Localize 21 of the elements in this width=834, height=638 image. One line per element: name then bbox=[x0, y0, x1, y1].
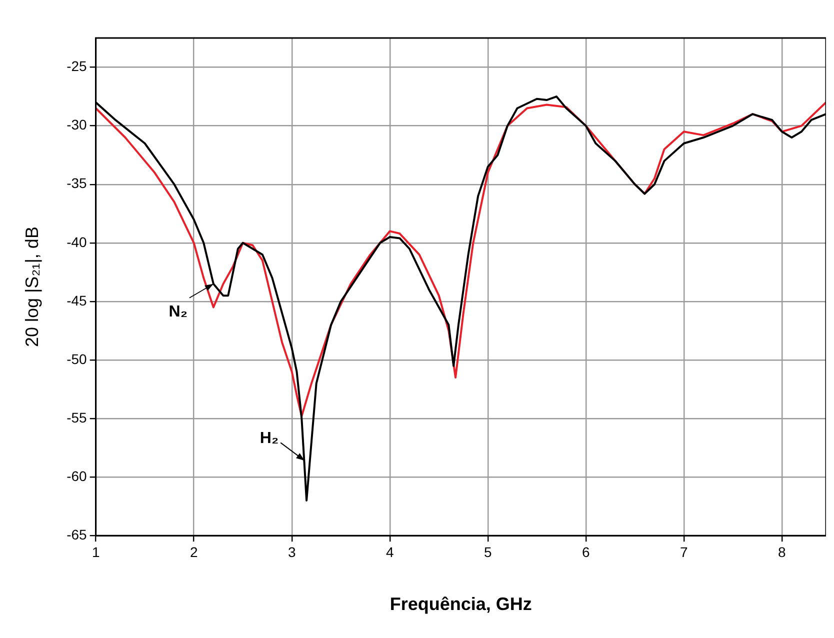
y-axis-title: 20 log |S₂₁|, dB bbox=[22, 226, 42, 348]
x-tick-label: 7 bbox=[680, 544, 688, 560]
x-tick-label: 1 bbox=[92, 544, 100, 560]
y-tick-label: -55 bbox=[66, 409, 88, 426]
x-tick-label: 2 bbox=[190, 544, 198, 560]
x-axis-title: Frequência, GHz bbox=[390, 594, 532, 614]
y-tick-label: -65 bbox=[66, 526, 88, 542]
annotation: N₂ bbox=[168, 303, 188, 320]
y-tick-label: -30 bbox=[66, 116, 88, 133]
y-tick-label: -25 bbox=[66, 58, 88, 74]
x-tick-label: 4 bbox=[386, 544, 394, 560]
x-tick-label: 3 bbox=[288, 544, 296, 560]
y-tick-label: -60 bbox=[66, 468, 88, 484]
y-tick-label: -50 bbox=[66, 350, 88, 367]
y-tick-label: -45 bbox=[66, 292, 88, 308]
x-tick-label: 8 bbox=[778, 544, 786, 560]
annotation: H₂ bbox=[260, 430, 279, 448]
x-tick-label: 6 bbox=[582, 544, 590, 560]
y-tick-label: -40 bbox=[66, 234, 88, 250]
x-tick-label: 5 bbox=[484, 544, 492, 560]
y-tick-label: -35 bbox=[66, 175, 88, 192]
